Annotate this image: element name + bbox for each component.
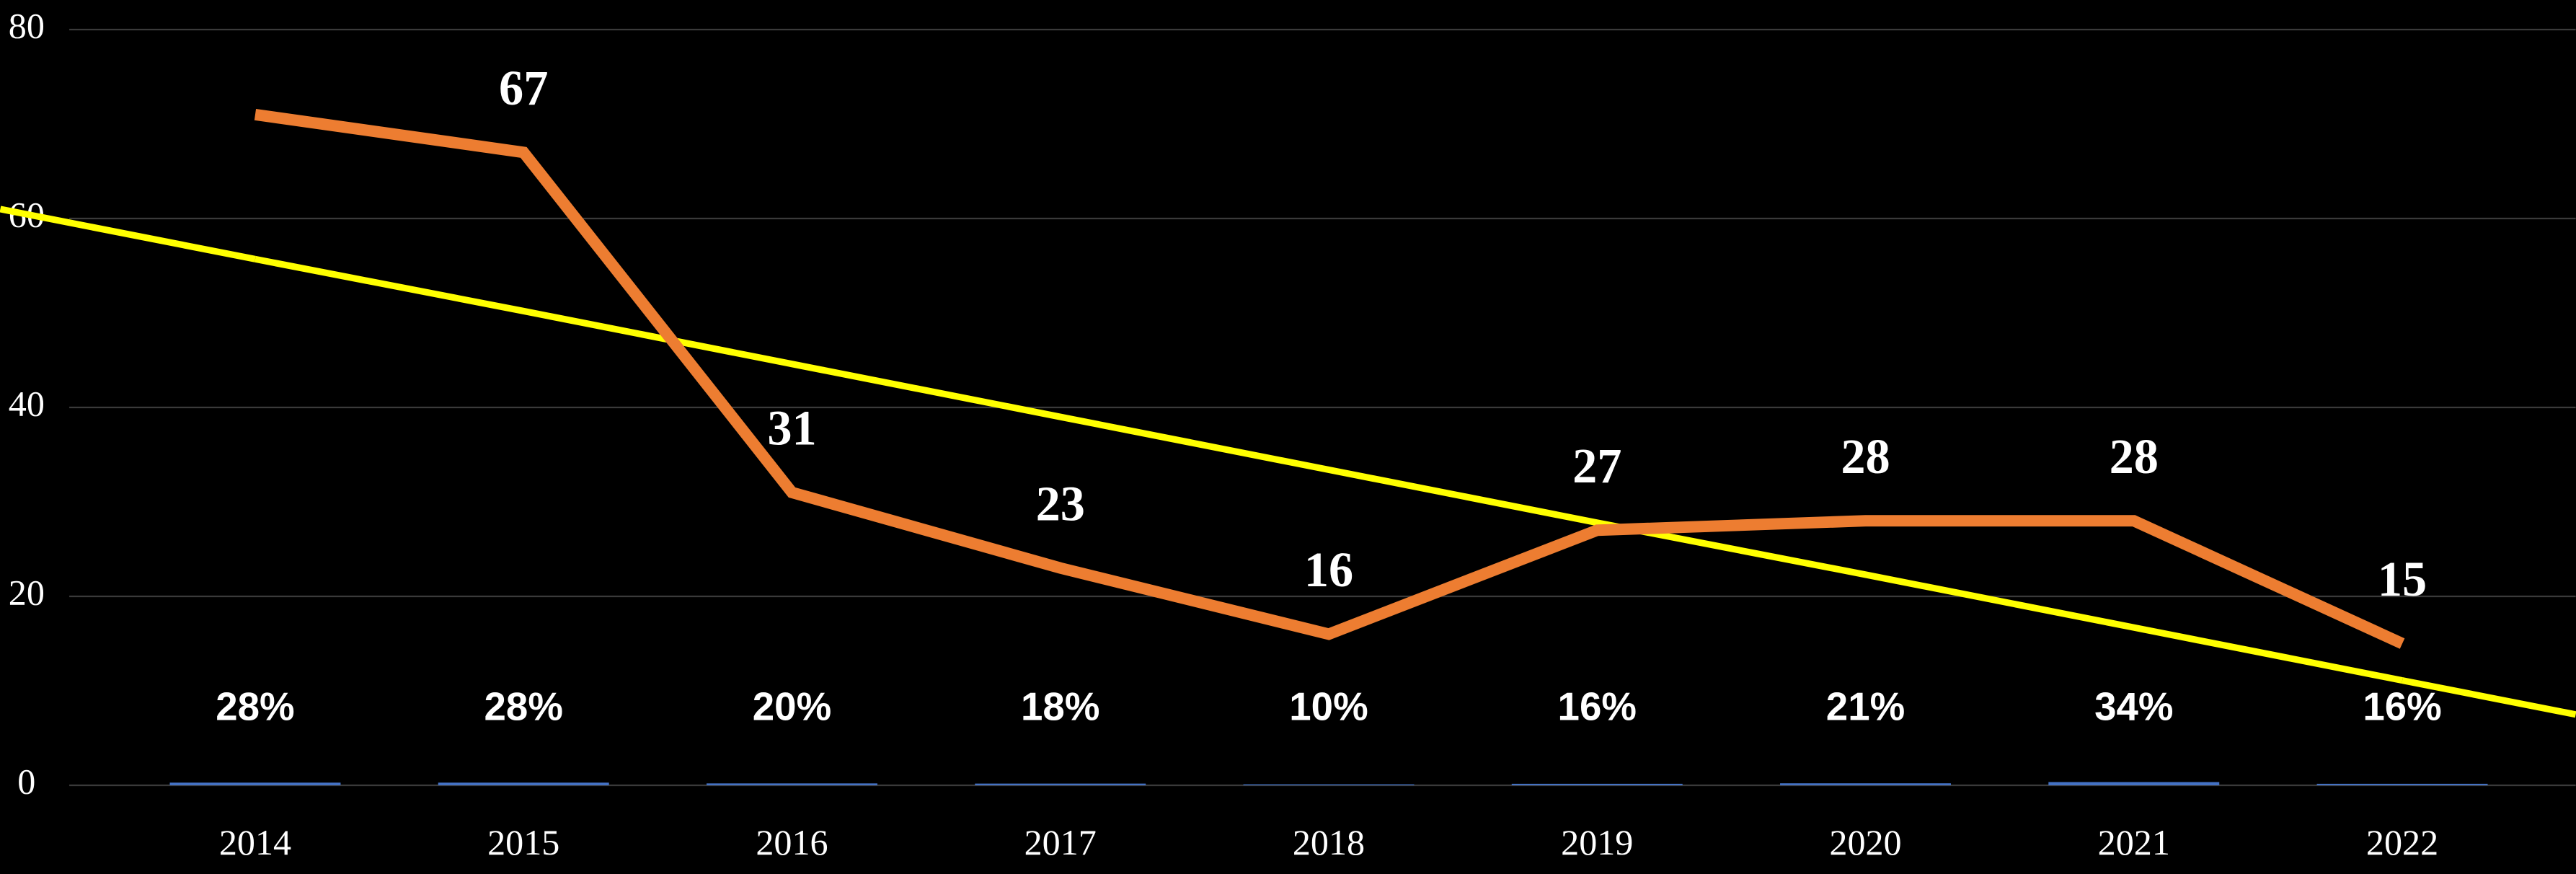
bar: [2048, 782, 2220, 785]
line-value-label: 27: [1572, 438, 1621, 493]
line-value-label: 28: [1841, 429, 1890, 484]
bar: [1511, 783, 1683, 785]
bar-value-label: 16%: [2363, 685, 2441, 729]
x-tick-label: 2022: [2366, 822, 2438, 862]
bar: [975, 783, 1146, 785]
y-tick-label: 80: [9, 6, 45, 46]
x-tick-label: 2018: [1293, 822, 1365, 862]
line-value-label: 16: [1304, 542, 1353, 597]
x-tick-label: 2021: [2098, 822, 2170, 862]
line-value-label: 23: [1036, 476, 1085, 531]
x-tick-label: 2020: [1829, 822, 1901, 862]
x-tick-label: 2014: [219, 822, 291, 862]
bar-value-label: 20%: [753, 685, 831, 729]
y-tick-label: 40: [9, 383, 45, 423]
line-value-label: 31: [767, 401, 816, 456]
y-tick-label: 20: [9, 572, 45, 612]
trendline-extension: [0, 206, 256, 262]
bar-value-label: 28%: [216, 685, 294, 729]
line-value-label: 67: [499, 61, 548, 115]
bar: [707, 783, 877, 785]
bar-value-label: 34%: [2094, 685, 2173, 729]
x-tick-label: 2017: [1024, 822, 1097, 862]
line-value-label: 15: [2378, 552, 2427, 606]
line-series: [254, 109, 2405, 649]
trendline-extension: [2402, 677, 2576, 718]
bar: [1780, 783, 1951, 785]
bar-value-label: 18%: [1021, 685, 1099, 729]
line-value-label: 28: [2110, 429, 2159, 484]
y-tick-label: 0: [17, 761, 35, 801]
x-tick-label: 2016: [756, 822, 828, 862]
bar: [438, 782, 609, 785]
bar: [169, 782, 341, 785]
x-tick-label: 2015: [487, 822, 559, 862]
bar-value-label: 21%: [1826, 685, 1905, 729]
trendline: [254, 255, 2403, 684]
bar-value-label: 10%: [1289, 685, 1368, 729]
x-tick-label: 2019: [1561, 822, 1633, 862]
bar-value-label: 28%: [484, 685, 563, 729]
bar-value-label: 16%: [1558, 685, 1637, 729]
bar: [2316, 783, 2488, 785]
